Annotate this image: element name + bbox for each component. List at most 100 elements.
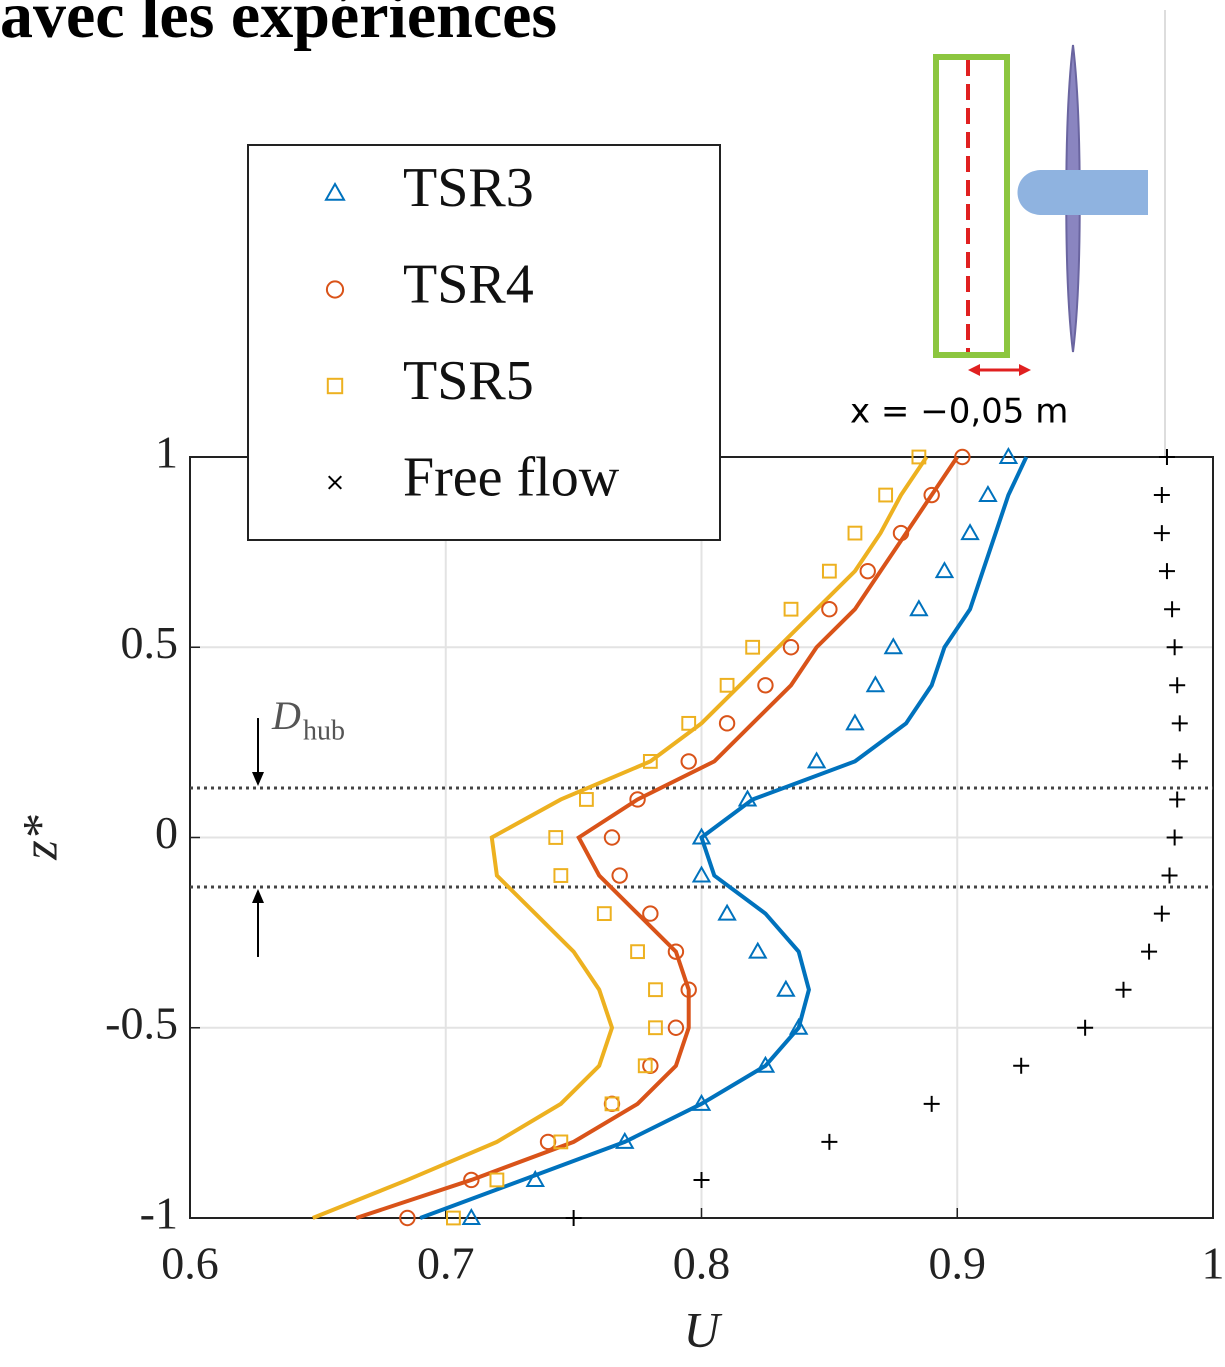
- data-point: [691, 1093, 712, 1111]
- y-tick-label: -0.5: [105, 997, 178, 1048]
- data-point: [615, 1131, 635, 1149]
- data-point: [806, 751, 827, 769]
- data-point: [579, 792, 594, 807]
- data-point: [757, 677, 774, 694]
- x-tick-label: 0.8: [673, 1238, 731, 1289]
- data-point: [755, 1055, 776, 1073]
- data-point: [691, 827, 712, 845]
- data-point: [611, 867, 628, 884]
- data-point: [603, 829, 621, 846]
- data-point: [1153, 525, 1170, 542]
- data-point: [642, 754, 658, 769]
- data-point: [1161, 867, 1178, 884]
- data-point: [1115, 981, 1132, 998]
- data-point: [960, 523, 980, 541]
- data-point: [463, 1171, 480, 1189]
- data-point: [1164, 601, 1181, 618]
- data-point: [642, 905, 659, 922]
- legend-box: [247, 144, 721, 541]
- data-point: [783, 601, 799, 617]
- legend-label: TSR5: [403, 350, 534, 412]
- y-tick-label: 1: [155, 427, 178, 478]
- hub-arrow-head: [252, 888, 264, 903]
- data-point: [1013, 1057, 1030, 1074]
- data-point: [745, 639, 761, 655]
- legend-marker: [325, 280, 345, 299]
- y-axis-label: z*: [11, 815, 67, 860]
- x-tick-label: 0.9: [929, 1238, 987, 1289]
- data-point: [923, 486, 940, 504]
- data-point: [604, 1096, 620, 1112]
- data-point: [865, 675, 886, 693]
- data-point: [934, 561, 955, 579]
- data-point: [461, 1207, 482, 1225]
- data-point: [859, 562, 876, 580]
- data-point: [1169, 791, 1186, 808]
- x-tick-label: 1: [1202, 1238, 1225, 1289]
- data-point: [446, 1210, 461, 1226]
- chart-title: avec les expériences: [0, 0, 557, 52]
- data-point: [954, 448, 971, 466]
- data-point: [629, 791, 646, 808]
- data-point: [782, 639, 800, 656]
- data-point: [693, 1171, 710, 1188]
- data-point: [845, 713, 865, 731]
- data-point: [667, 1019, 685, 1036]
- data-point: [911, 449, 927, 465]
- data-point: [681, 715, 697, 731]
- data-point: [717, 903, 737, 921]
- data-point: [748, 941, 768, 959]
- data-point: [630, 944, 645, 960]
- data-point: [821, 601, 838, 618]
- data-point: [680, 753, 697, 770]
- data-point: [691, 865, 712, 883]
- data-point: [565, 1210, 582, 1226]
- data-point: [878, 487, 894, 503]
- data-point: [489, 1172, 505, 1188]
- data-point: [1141, 943, 1158, 960]
- data-point: [399, 1209, 416, 1227]
- data-point: [553, 868, 569, 883]
- data-point: [1158, 449, 1175, 465]
- legend-marker: [324, 181, 346, 201]
- data-point: [1153, 905, 1170, 922]
- data-point: [1077, 1019, 1094, 1036]
- data-point: [1166, 639, 1183, 656]
- legend-label: TSR4: [403, 253, 534, 315]
- data-point: [892, 524, 910, 542]
- data-point: [548, 830, 564, 845]
- data-point: [1171, 753, 1188, 770]
- data-point: [847, 525, 863, 541]
- simulation-line: [355, 455, 959, 1220]
- x-tick-label: 0.7: [417, 1238, 475, 1289]
- hub-arrow-head: [252, 772, 264, 787]
- simulation-line: [312, 455, 929, 1220]
- data-point: [1166, 829, 1183, 846]
- data-point: [637, 1058, 653, 1074]
- y-tick-label: 0.5: [121, 617, 179, 668]
- y-tick-label: 0: [155, 807, 178, 858]
- data-point: [737, 789, 758, 807]
- hub: [1017, 170, 1148, 215]
- simulation-line: [419, 456, 1029, 1220]
- hub-label-sub: hub: [303, 715, 345, 746]
- data-point: [1153, 487, 1170, 504]
- hub-label: D: [271, 693, 301, 738]
- data-point: [1169, 677, 1186, 694]
- data-point: [776, 979, 796, 997]
- x-tick-label: 0.6: [161, 1238, 219, 1289]
- inset-label: x = −0,05 m: [850, 392, 1068, 432]
- data-point: [998, 446, 1019, 464]
- data-point: [525, 1169, 545, 1187]
- legend-marker: [326, 377, 344, 395]
- data-point: [596, 906, 612, 922]
- x-axis-label: U: [683, 1301, 722, 1357]
- data-point: [883, 637, 904, 655]
- data-point: [648, 982, 663, 998]
- data-point: [667, 943, 685, 960]
- data-point: [719, 677, 735, 693]
- legend-marker: [327, 475, 343, 490]
- legend-label: Free flow: [403, 446, 620, 508]
- data-point: [821, 563, 837, 579]
